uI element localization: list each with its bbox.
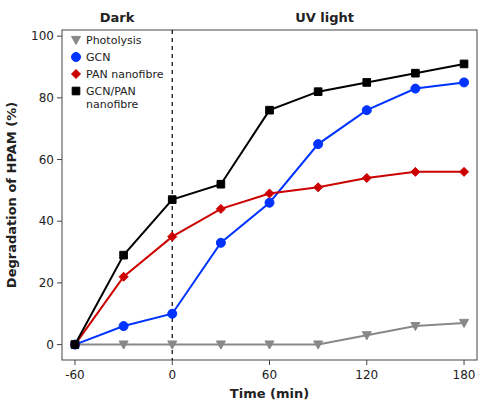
y-tick bbox=[57, 344, 62, 345]
series-line bbox=[75, 172, 464, 345]
x-tick-label: -60 bbox=[65, 368, 85, 382]
data-point bbox=[168, 196, 176, 204]
y-axis-label: Degradation of HPAM (%) bbox=[4, 102, 19, 288]
data-point bbox=[314, 183, 323, 192]
legend-label-line: GCN bbox=[86, 51, 110, 64]
y-tick-label: 20 bbox=[39, 276, 54, 290]
data-point bbox=[119, 341, 128, 349]
data-point bbox=[411, 167, 420, 176]
x-tick bbox=[172, 360, 173, 365]
series-line bbox=[75, 64, 464, 345]
data-point bbox=[119, 322, 128, 331]
data-point bbox=[119, 272, 128, 281]
data-point bbox=[71, 341, 79, 349]
y-tick bbox=[57, 282, 62, 283]
x-tick bbox=[464, 360, 465, 365]
data-point bbox=[70, 341, 79, 349]
data-point bbox=[314, 88, 322, 96]
legend-marker bbox=[72, 36, 81, 44]
data-point bbox=[217, 180, 225, 188]
x-tick bbox=[74, 360, 75, 365]
data-point bbox=[265, 198, 274, 207]
data-point bbox=[362, 332, 371, 340]
y-tick-label: 100 bbox=[31, 29, 54, 43]
y-tick bbox=[57, 97, 62, 98]
y-tick-label: 40 bbox=[39, 214, 54, 228]
data-point bbox=[168, 309, 177, 318]
x-axis-label: Time (min) bbox=[230, 386, 309, 401]
data-point bbox=[460, 78, 469, 87]
x-tick-label: 0 bbox=[168, 368, 176, 382]
y-tick-label: 0 bbox=[46, 338, 54, 352]
legend-label: GCN bbox=[86, 51, 110, 64]
annotation: UV light bbox=[295, 10, 354, 25]
legend-label: GCN/PANnanofibre bbox=[86, 85, 139, 111]
data-point bbox=[460, 60, 468, 68]
legend-marker bbox=[72, 87, 80, 95]
chart: -60 0 60 120 180 0 20 40 60 80 100 Time (min) Degrad… bbox=[0, 0, 491, 408]
data-point bbox=[411, 84, 420, 93]
data-point bbox=[412, 69, 420, 77]
legend-label: PAN nanofibre bbox=[86, 68, 164, 81]
data-point bbox=[70, 340, 79, 349]
y-tick bbox=[57, 159, 62, 160]
data-point bbox=[363, 79, 371, 87]
legend-label-line: PAN nanofibre bbox=[86, 68, 164, 81]
legend: Photolysis GCN PAN nanofibre GCN/PANnanofib… bbox=[72, 34, 164, 111]
legend-label-line: Photolysis bbox=[86, 34, 142, 47]
data-point bbox=[314, 341, 323, 349]
data-point bbox=[216, 341, 225, 349]
data-point bbox=[460, 167, 469, 176]
data-point bbox=[168, 341, 177, 349]
y-tick bbox=[57, 36, 62, 37]
plot-frame bbox=[62, 30, 477, 360]
data-point bbox=[266, 106, 274, 114]
data-point bbox=[70, 340, 79, 349]
legend-label-line: nanofibre bbox=[86, 98, 139, 111]
annotation: Dark bbox=[100, 10, 135, 25]
data-point bbox=[411, 322, 420, 330]
legend-marker bbox=[72, 53, 81, 62]
y-tick-label: 80 bbox=[39, 91, 54, 105]
x-tick-label: 180 bbox=[453, 368, 476, 382]
plot-area bbox=[70, 30, 468, 360]
x-tick bbox=[366, 360, 367, 365]
x-tick-label: 60 bbox=[262, 368, 277, 382]
y-tick bbox=[57, 221, 62, 222]
data-point bbox=[120, 251, 128, 259]
x-tick-label: 120 bbox=[355, 368, 378, 382]
data-point bbox=[265, 341, 274, 349]
y-tick-label: 60 bbox=[39, 153, 54, 167]
data-point bbox=[362, 174, 371, 183]
legend-label-line: GCN/PAN bbox=[86, 85, 136, 98]
data-point bbox=[265, 189, 274, 198]
data-point bbox=[460, 319, 469, 327]
legend-label: Photolysis bbox=[86, 34, 142, 47]
x-tick bbox=[269, 360, 270, 365]
series-line bbox=[75, 82, 464, 344]
data-point bbox=[362, 106, 371, 115]
data-point bbox=[314, 140, 323, 149]
legend-marker bbox=[72, 70, 81, 79]
data-point bbox=[216, 204, 225, 213]
data-point bbox=[168, 232, 177, 241]
data-point bbox=[216, 238, 225, 247]
